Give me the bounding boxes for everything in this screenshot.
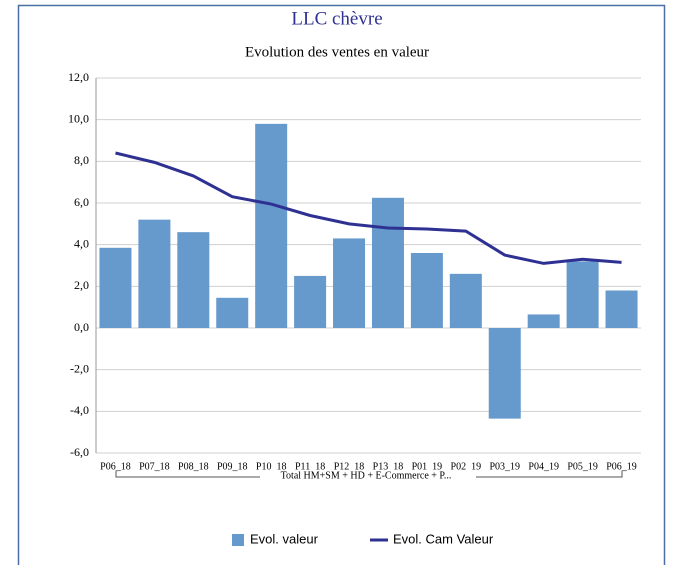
x-tick-label: P07_18	[139, 461, 170, 472]
x-tick-label: P04_19	[528, 461, 559, 472]
y-tick-label: 6,0	[74, 195, 89, 209]
x-tick-label: P11_18	[295, 461, 325, 472]
line	[115, 151, 622, 265]
bar	[488, 328, 521, 419]
y-tick-label: 12,0	[68, 70, 89, 84]
y-tick-label: 0,0	[74, 320, 89, 334]
chart-title: LLC chèvre	[291, 8, 382, 29]
bar	[566, 261, 599, 328]
bar	[255, 123, 288, 328]
x-tick-label: P12_18	[334, 461, 365, 472]
x-tick-label: P06_19	[606, 461, 637, 472]
y-tick-label: 10,0	[68, 111, 89, 125]
bar	[371, 197, 404, 328]
frame	[17, 4, 666, 565]
y-tick-label: -6,0	[70, 445, 89, 459]
x-tick-label: P09_18	[217, 461, 248, 472]
y-tick-label: 8,0	[74, 153, 89, 167]
legend-label: Evol. valeur	[250, 531, 319, 546]
x-tick-label: P06_18	[100, 461, 131, 472]
chart-subtitle: Evolution des ventes en valeur	[245, 44, 429, 60]
bar	[527, 314, 560, 328]
y-tick-label: -4,0	[70, 403, 89, 417]
group-label-bg	[260, 470, 476, 482]
legend-swatch	[232, 534, 244, 546]
bar	[605, 290, 638, 328]
y-tick-label: 2,0	[74, 278, 89, 292]
bar	[294, 275, 327, 328]
bar	[99, 247, 132, 328]
bar	[177, 232, 210, 328]
x-tick-label: P10_18	[256, 461, 287, 472]
x-tick-label: P03_19	[489, 461, 520, 472]
bar	[410, 253, 443, 328]
x-tick-label: P08_18	[178, 461, 209, 472]
group-label: Total HM+SM + HD + E-Commerce + P...	[281, 470, 452, 481]
bar	[138, 219, 171, 328]
bar	[216, 297, 249, 328]
legend-label: Evol. Cam Valeur	[393, 531, 494, 546]
x-tick-label: P01_19	[412, 461, 443, 472]
bar	[449, 273, 482, 328]
bar	[333, 238, 366, 328]
y-tick-label: 4,0	[74, 236, 89, 250]
x-tick-label: P13_18	[373, 461, 404, 472]
x-tick-label: P02_19	[451, 461, 482, 472]
y-tick-label: -2,0	[70, 361, 89, 375]
x-tick-label: P05_19	[567, 461, 598, 472]
